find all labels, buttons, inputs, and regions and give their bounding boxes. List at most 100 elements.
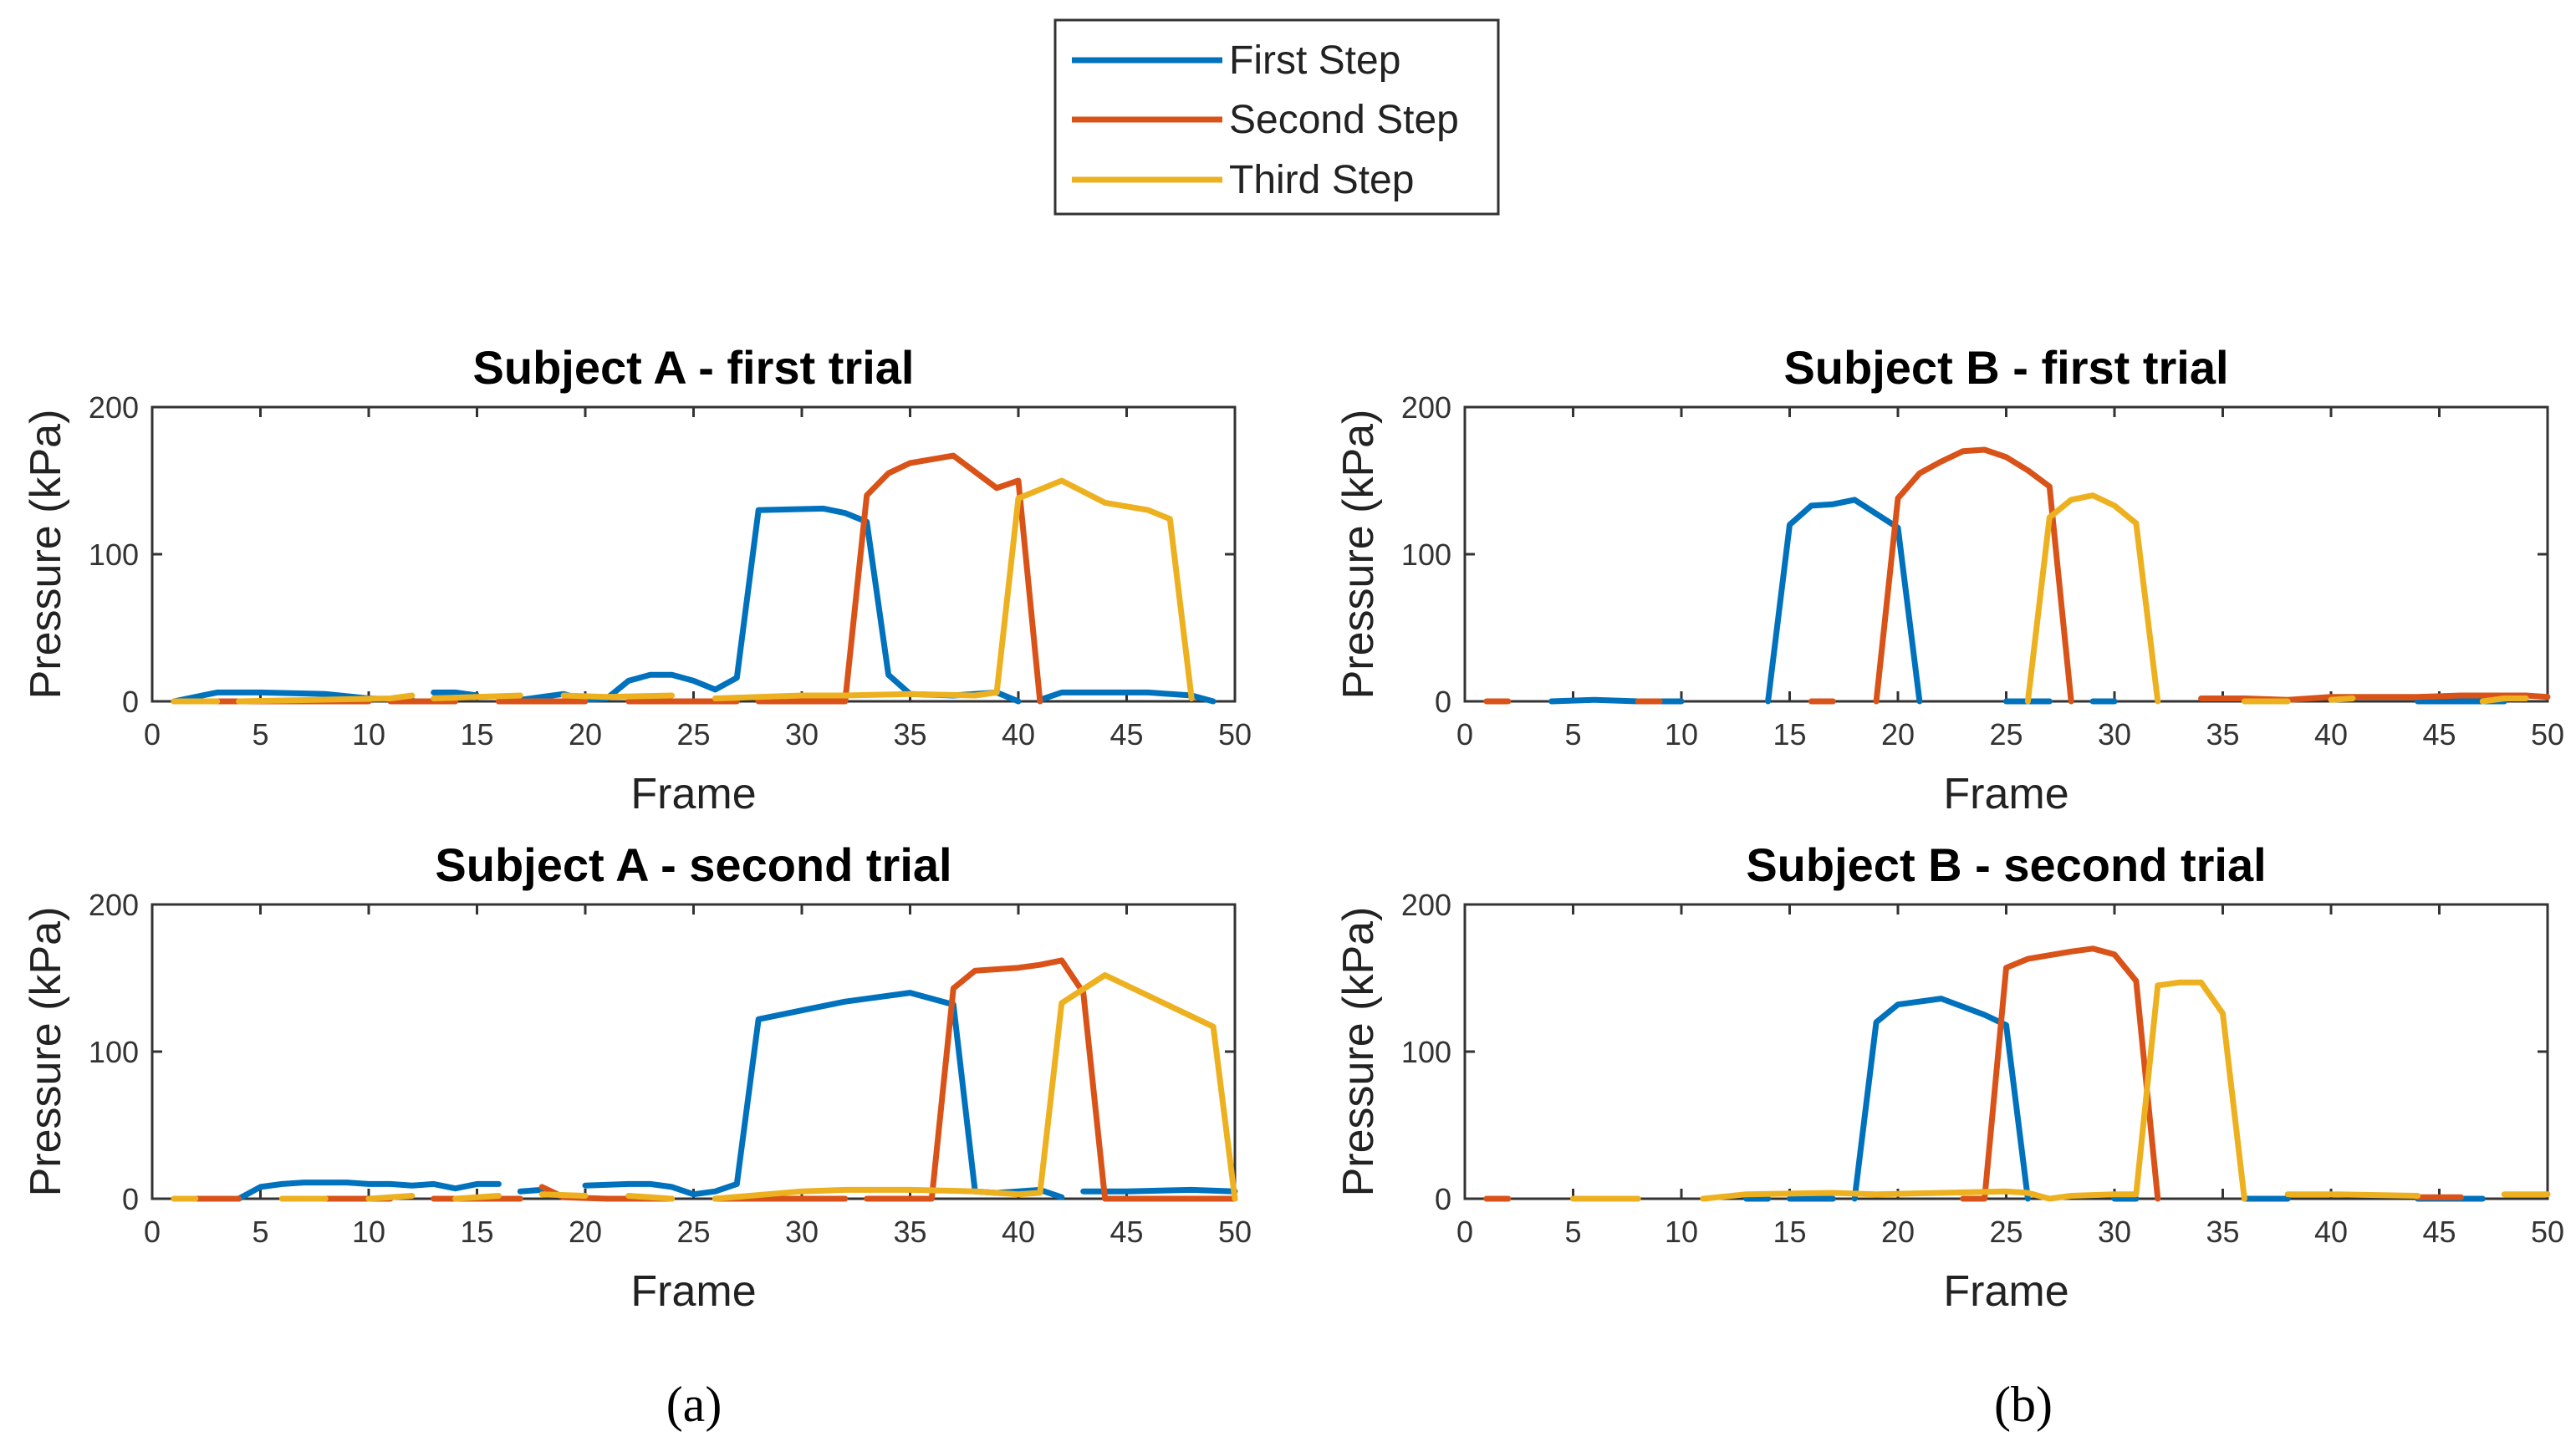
series-first-step (1743, 996, 2486, 1202)
series-line (560, 692, 676, 701)
series-line (1548, 696, 1641, 705)
chart-title: Subject A - first trial (473, 341, 915, 394)
series-third-step (171, 477, 1195, 705)
x-tick-label: 30 (2098, 1215, 2131, 1249)
series-line (517, 1186, 545, 1195)
series-line (1873, 446, 2074, 705)
series-line (2284, 1191, 2421, 1199)
series-first-step (1548, 497, 2507, 705)
series-second-step (1483, 446, 2551, 705)
charts: Subject A - first trial 0 5 10 15 20 25 30 35 40 4… (22, 341, 2564, 1316)
series-line (1960, 945, 2161, 1202)
chart-panel-2: Subject B - first trial 0 5 10 15 20 25 30 35 40 4… (1334, 341, 2564, 818)
series-line (582, 990, 1065, 1200)
y-axis-label: Pressure (kPa) (22, 907, 70, 1197)
series-second-step (214, 452, 1043, 705)
x-tick-label: 25 (676, 717, 710, 752)
x-tick-label: 40 (1002, 717, 1035, 752)
series-third-step (2024, 492, 2529, 705)
series-line (755, 452, 1043, 705)
x-tick-label: 35 (2206, 1215, 2239, 1249)
series-line (864, 957, 1238, 1202)
x-tick-label: 35 (893, 717, 926, 752)
chart-title: Subject A - second trial (435, 838, 951, 891)
y-tick-label: 0 (1435, 1182, 1451, 1216)
x-tick-label: 20 (1881, 717, 1915, 752)
x-tick-label: 50 (1218, 1215, 1252, 1249)
y-axis-label: Pressure (kPa) (22, 410, 70, 700)
plot-area (1463, 405, 2549, 703)
series-line (625, 1193, 676, 1202)
x-tick-label: 0 (1456, 717, 1473, 752)
x-tick-label: 10 (1665, 1215, 1698, 1249)
x-tick-label: 50 (2531, 717, 2564, 752)
chart-panel-1: Subject A - first trial 0 5 10 15 20 25 30 35 40 4… (22, 341, 1252, 818)
chart-title: Subject B - second trial (1746, 838, 2266, 891)
x-tick-label: 50 (2531, 1215, 2564, 1249)
series-line (2024, 492, 2161, 705)
plot-area (150, 405, 1237, 703)
series-line (1851, 996, 2031, 1202)
x-tick-label: 40 (1002, 1215, 1035, 1249)
x-tick-label: 5 (1564, 1215, 1581, 1249)
series-first-step (171, 505, 1217, 705)
x-tick-label: 5 (252, 1215, 268, 1249)
x-tick-label: 15 (460, 717, 493, 752)
series-line (236, 1180, 502, 1202)
series-line (431, 692, 523, 701)
y-axis-label: Pressure (kPa) (1334, 907, 1383, 1197)
x-tick-label: 25 (676, 1215, 710, 1249)
x-tick-label: 0 (1456, 1215, 1473, 1249)
series-line (712, 972, 1238, 1202)
series-second-step (1483, 945, 2464, 1202)
plot-area (1463, 903, 2549, 1200)
y-tick-label: 200 (1401, 888, 1451, 922)
x-tick-label: 0 (144, 1215, 161, 1249)
x-tick-label: 10 (1665, 717, 1698, 752)
x-tick-label: 45 (1109, 1215, 1143, 1249)
x-tick-label: 35 (893, 1215, 926, 1249)
x-tick-label: 0 (144, 717, 161, 752)
x-tick-label: 30 (785, 717, 819, 752)
chart-panel-3: Subject A - second trial 0 5 10 15 20 25 30 35 40… (22, 838, 1252, 1316)
series-line (1037, 689, 1217, 705)
legend-label-first-step: First Step (1229, 38, 1400, 83)
x-tick-label: 50 (1218, 717, 1252, 752)
x-tick-label: 20 (1881, 1215, 1915, 1249)
series-line (452, 1193, 502, 1202)
series-line (1765, 497, 1923, 705)
x-tick-label: 45 (2422, 1215, 2456, 1249)
x-axis-label: Frame (1943, 770, 2068, 818)
x-tick-label: 35 (2206, 717, 2239, 752)
legend: First Step Second Step Third Step (1053, 18, 1500, 216)
legend-label-second-step: Second Step (1229, 98, 1459, 142)
plot-area (150, 903, 1237, 1200)
x-tick-label: 25 (1989, 717, 2023, 752)
series-second-step (192, 957, 1238, 1202)
x-tick-label: 45 (2422, 717, 2456, 752)
series-line (2328, 695, 2356, 703)
y-tick-label: 200 (89, 888, 139, 922)
x-tick-label: 40 (2314, 717, 2348, 752)
x-tick-label: 15 (1773, 1215, 1806, 1249)
x-tick-label: 15 (460, 1215, 493, 1249)
x-tick-label: 30 (785, 1215, 819, 1249)
chart-title: Subject B - first trial (1783, 341, 2228, 394)
x-tick-label: 20 (569, 1215, 602, 1249)
series-third-step (1570, 979, 2551, 1202)
x-axis-label: Frame (630, 770, 756, 818)
y-tick-label: 100 (89, 538, 139, 572)
y-tick-label: 100 (1401, 538, 1451, 572)
y-tick-label: 0 (1435, 685, 1451, 719)
x-tick-label: 30 (2098, 717, 2131, 752)
x-tick-label: 5 (252, 717, 268, 752)
x-tick-label: 40 (2314, 1215, 2348, 1249)
x-axis-label: Frame (630, 1267, 756, 1316)
series-line (365, 1193, 416, 1202)
x-tick-label: 45 (1109, 717, 1143, 752)
x-tick-label: 20 (569, 717, 602, 752)
x-tick-label: 10 (352, 1215, 385, 1249)
chart-panel-4: Subject B - second trial 0 5 10 15 20 25 30 35 40… (1334, 838, 2564, 1316)
y-tick-label: 200 (1401, 390, 1451, 425)
